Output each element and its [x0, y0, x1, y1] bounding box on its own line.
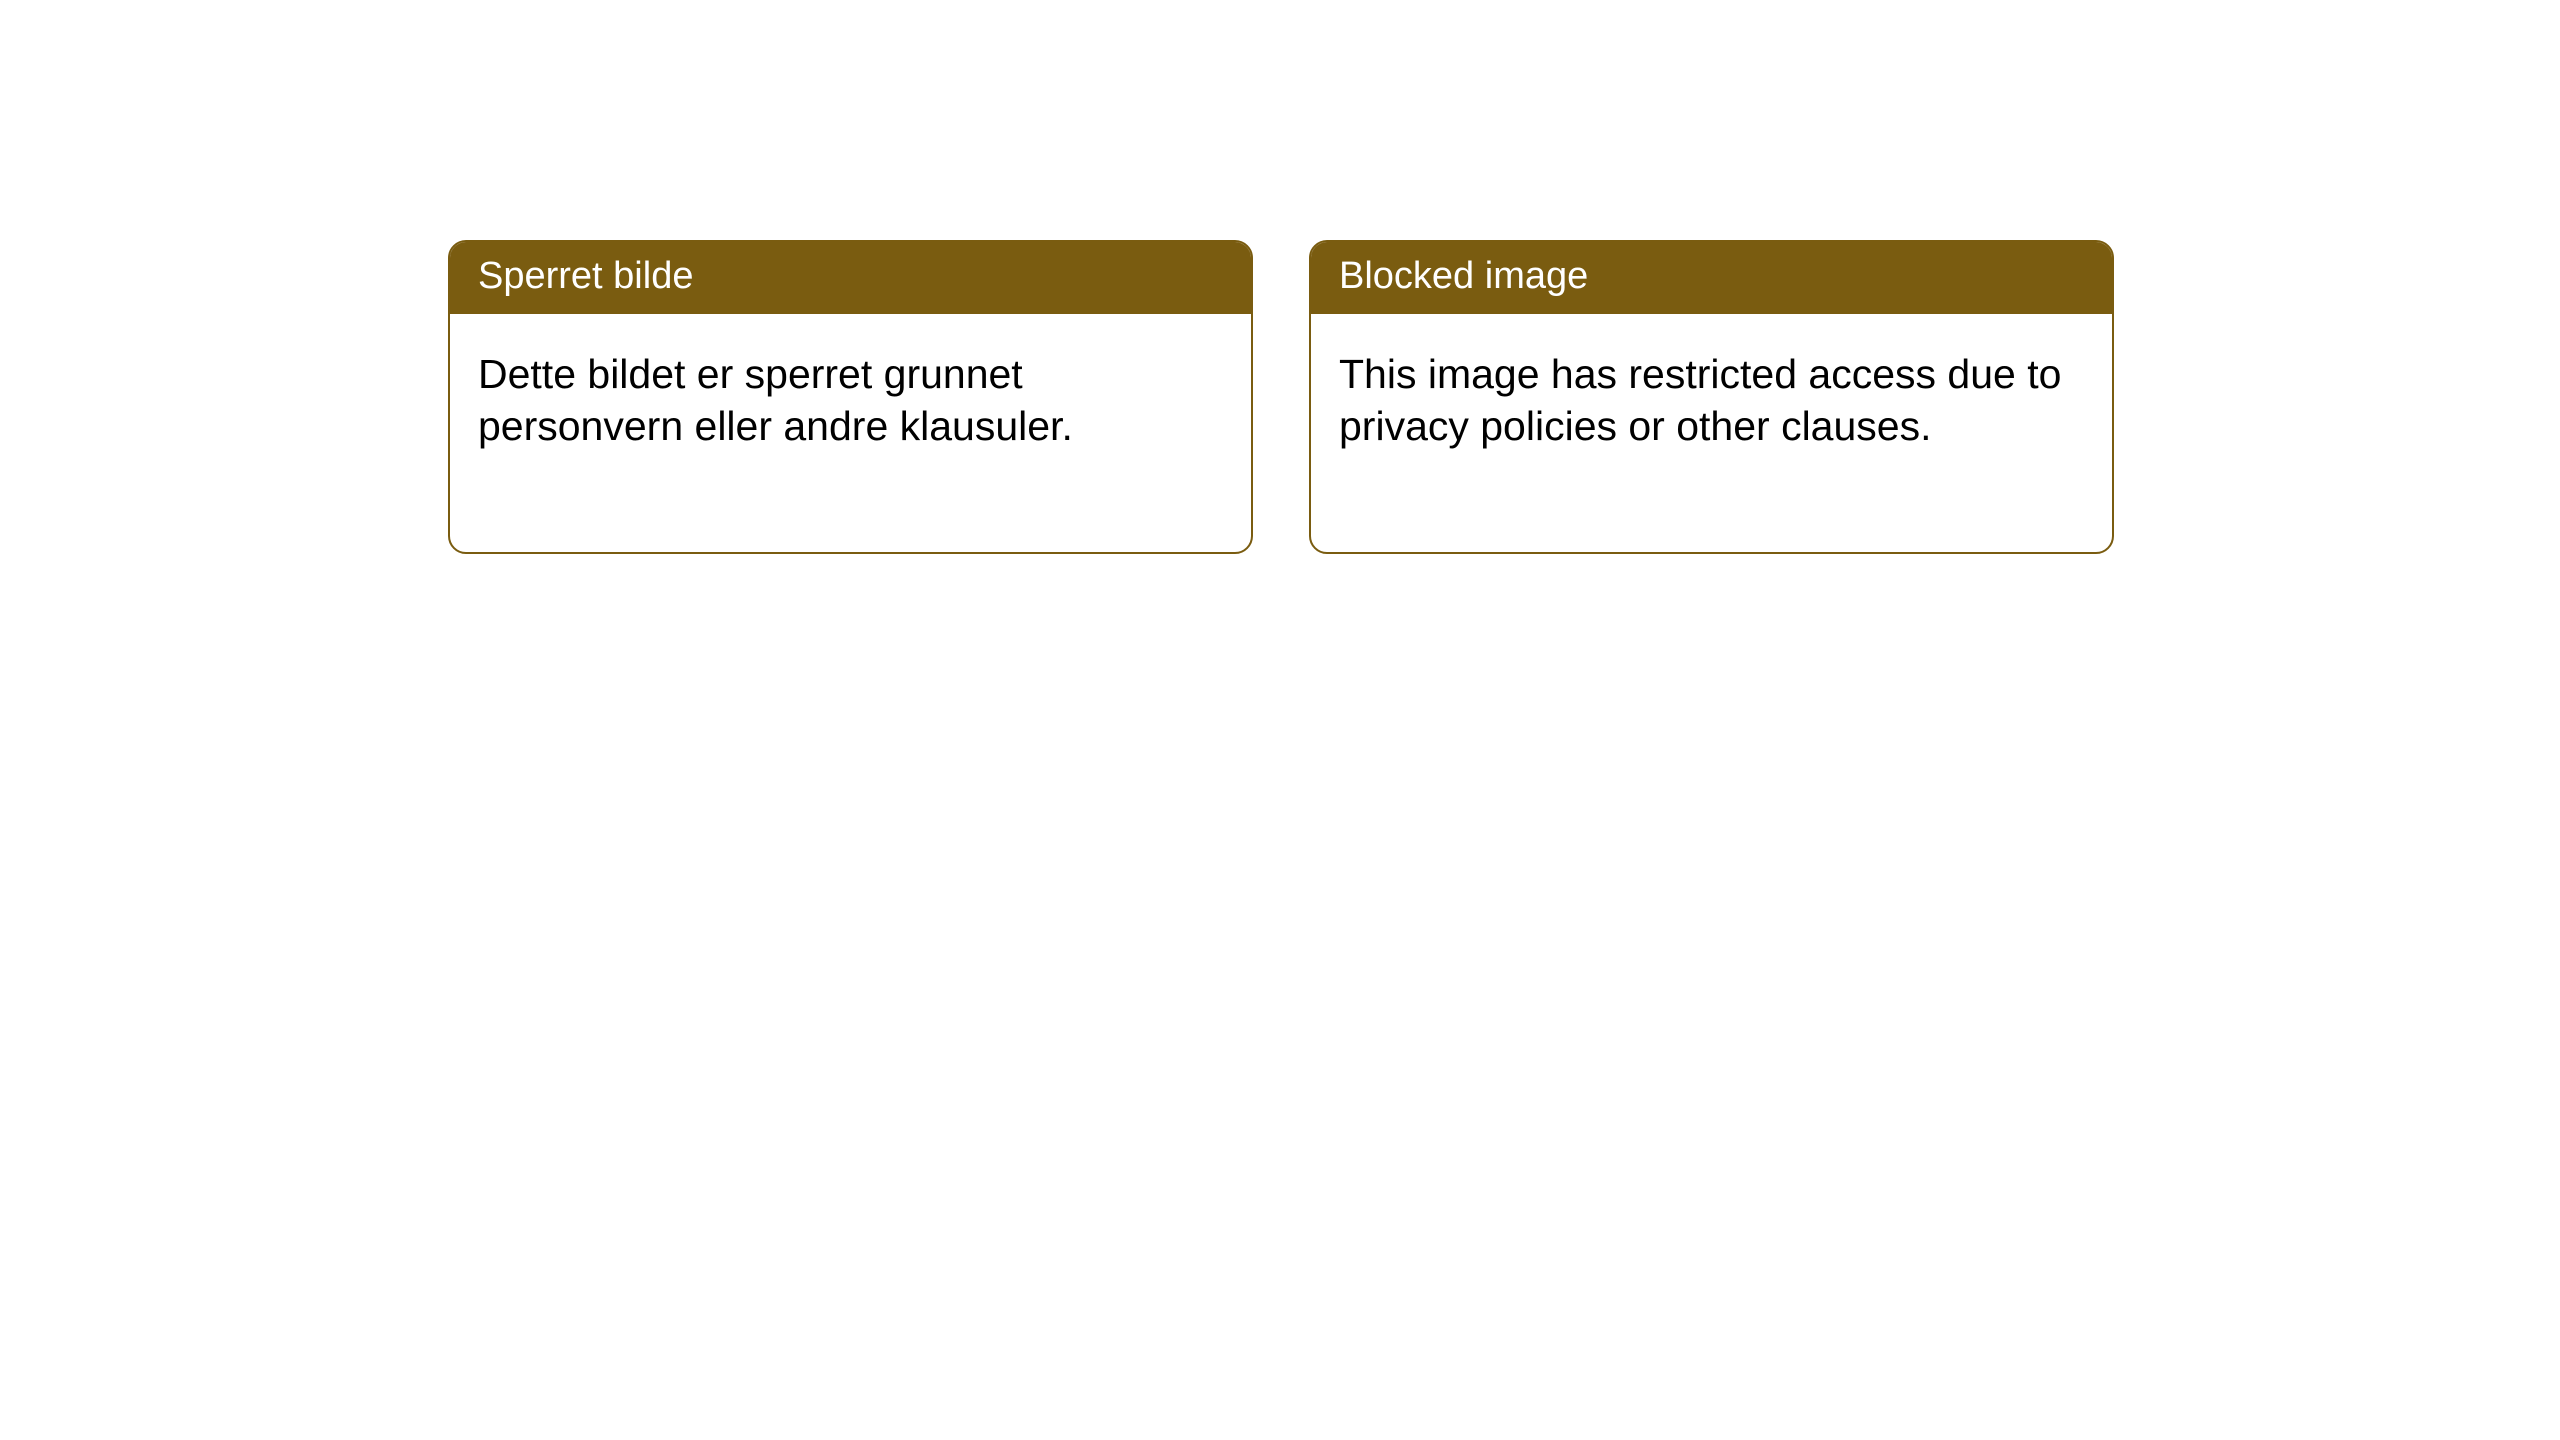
card-title-en: Blocked image — [1311, 242, 2112, 314]
blocked-image-card-no: Sperret bilde Dette bildet er sperret gr… — [448, 240, 1253, 554]
notice-container: Sperret bilde Dette bildet er sperret gr… — [0, 0, 2560, 554]
card-title-no: Sperret bilde — [450, 242, 1251, 314]
blocked-image-card-en: Blocked image This image has restricted … — [1309, 240, 2114, 554]
card-body-no: Dette bildet er sperret grunnet personve… — [450, 314, 1251, 552]
card-body-en: This image has restricted access due to … — [1311, 314, 2112, 552]
